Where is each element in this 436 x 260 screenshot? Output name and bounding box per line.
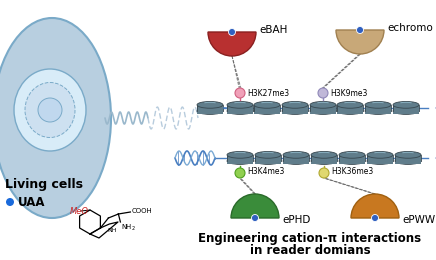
Circle shape <box>318 88 328 98</box>
Ellipse shape <box>367 152 393 158</box>
Bar <box>311 155 337 164</box>
Text: ePWWP: ePWWP <box>402 215 436 225</box>
Text: in reader domians: in reader domians <box>250 244 370 257</box>
Text: echromo: echromo <box>387 23 433 33</box>
Text: NH: NH <box>107 229 117 233</box>
Circle shape <box>235 88 245 98</box>
Text: H3K36me3: H3K36me3 <box>331 166 373 176</box>
Bar <box>254 105 280 114</box>
Ellipse shape <box>282 108 308 114</box>
Ellipse shape <box>339 158 365 164</box>
Circle shape <box>319 168 329 178</box>
Ellipse shape <box>393 101 419 108</box>
Ellipse shape <box>255 152 281 158</box>
Circle shape <box>35 125 45 135</box>
Circle shape <box>38 98 62 122</box>
Circle shape <box>6 198 14 206</box>
Bar <box>395 155 421 164</box>
Text: MeO: MeO <box>70 207 89 217</box>
Text: ePHD: ePHD <box>282 215 310 225</box>
Text: eBAH: eBAH <box>259 25 287 35</box>
Ellipse shape <box>283 152 309 158</box>
Ellipse shape <box>0 18 111 218</box>
Ellipse shape <box>337 108 363 114</box>
Circle shape <box>252 214 259 222</box>
Ellipse shape <box>310 101 336 108</box>
Ellipse shape <box>255 158 281 164</box>
Bar <box>393 105 419 114</box>
Circle shape <box>357 27 364 34</box>
Ellipse shape <box>227 108 253 114</box>
Bar <box>367 155 393 164</box>
Ellipse shape <box>393 108 419 114</box>
Wedge shape <box>231 194 279 218</box>
Text: Living cells: Living cells <box>5 178 83 191</box>
Text: Engineering cation-π interactions: Engineering cation-π interactions <box>198 232 422 245</box>
Text: H3K9me3: H3K9me3 <box>330 88 368 98</box>
Ellipse shape <box>365 108 391 114</box>
Bar <box>255 155 281 164</box>
Ellipse shape <box>395 152 421 158</box>
Bar <box>283 155 309 164</box>
Bar <box>337 105 363 114</box>
Bar <box>310 105 336 114</box>
Ellipse shape <box>227 101 253 108</box>
Text: UAA: UAA <box>18 196 45 209</box>
Ellipse shape <box>365 101 391 108</box>
Ellipse shape <box>227 152 253 158</box>
Bar <box>339 155 365 164</box>
Text: H3K27me3: H3K27me3 <box>247 88 289 98</box>
Text: H3K4me3: H3K4me3 <box>247 166 284 176</box>
Ellipse shape <box>25 82 75 138</box>
Ellipse shape <box>337 101 363 108</box>
Circle shape <box>235 168 245 178</box>
Wedge shape <box>208 32 256 56</box>
Circle shape <box>228 29 235 36</box>
Ellipse shape <box>197 108 223 114</box>
Ellipse shape <box>254 101 280 108</box>
Circle shape <box>371 214 378 222</box>
Ellipse shape <box>339 152 365 158</box>
Circle shape <box>54 92 66 104</box>
Ellipse shape <box>395 158 421 164</box>
Ellipse shape <box>310 108 336 114</box>
Text: COOH: COOH <box>131 208 152 214</box>
Ellipse shape <box>14 69 86 151</box>
Bar <box>227 155 253 164</box>
Ellipse shape <box>311 158 337 164</box>
Circle shape <box>29 90 65 126</box>
Ellipse shape <box>282 101 308 108</box>
Ellipse shape <box>197 101 223 108</box>
Text: NH$_2$: NH$_2$ <box>121 223 136 233</box>
Bar <box>282 105 308 114</box>
Bar <box>365 105 391 114</box>
Bar <box>197 105 223 114</box>
Bar <box>227 105 253 114</box>
Ellipse shape <box>254 108 280 114</box>
Wedge shape <box>351 194 399 218</box>
Circle shape <box>40 134 48 142</box>
Wedge shape <box>336 30 384 54</box>
Ellipse shape <box>227 158 253 164</box>
Ellipse shape <box>311 152 337 158</box>
Ellipse shape <box>367 158 393 164</box>
Ellipse shape <box>283 158 309 164</box>
Circle shape <box>54 115 70 131</box>
